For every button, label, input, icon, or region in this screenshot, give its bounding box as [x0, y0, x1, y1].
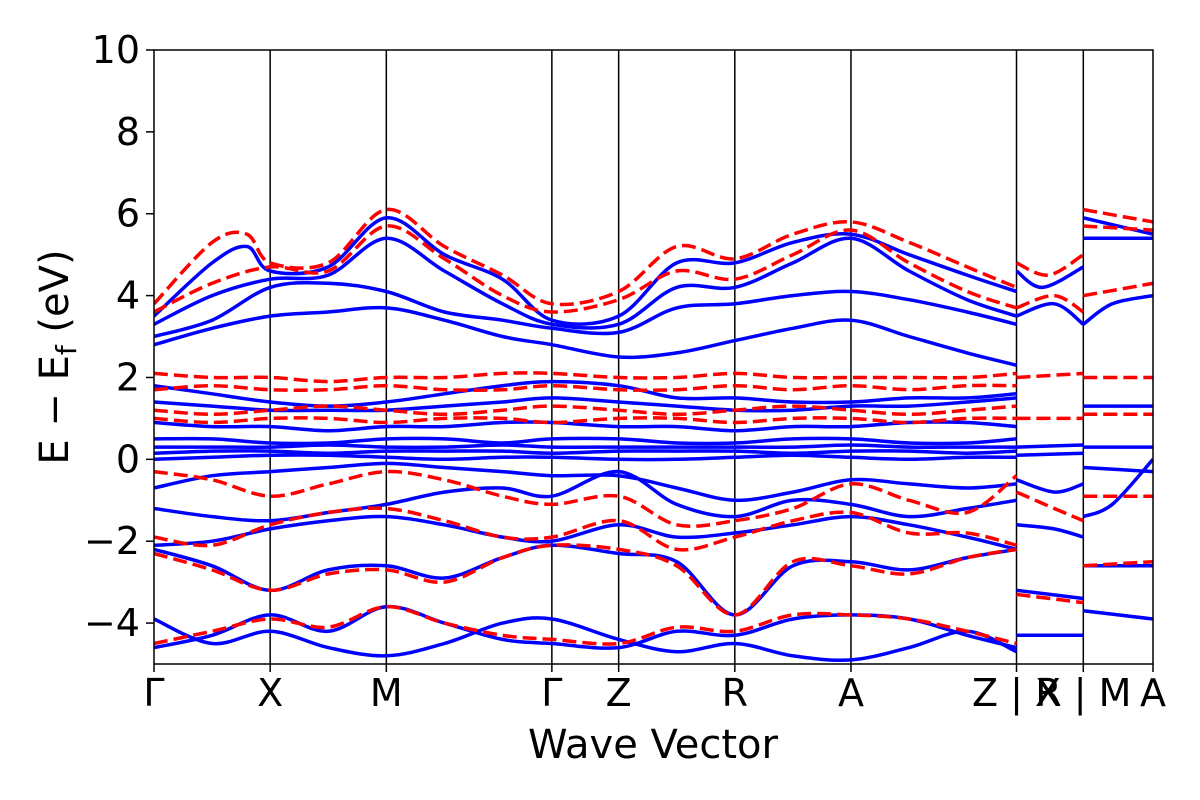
band-lines	[154, 207, 1153, 662]
band-line	[1015, 302, 1085, 326]
band-line	[154, 506, 1017, 552]
band-line	[154, 543, 1017, 617]
x-tick-label: A	[838, 671, 864, 715]
band-line	[154, 379, 1017, 408]
band-line	[154, 469, 1018, 529]
band-line	[154, 280, 1017, 339]
series-solid	[154, 216, 1153, 662]
band-line	[1082, 207, 1153, 224]
x-tick-label: Z	[606, 671, 632, 715]
y-tick-label: 0	[116, 437, 140, 481]
band-line	[1083, 281, 1153, 298]
x-tick-label: R	[722, 671, 748, 715]
band-line	[154, 236, 1018, 330]
y-axis-label-unit: (eV)	[32, 249, 78, 345]
band-line	[154, 461, 1017, 503]
band-line	[1083, 224, 1153, 232]
band-line	[1016, 523, 1084, 539]
band-line	[1082, 458, 1153, 519]
band-line	[154, 305, 1017, 367]
band-line	[154, 443, 1017, 450]
band-line	[1016, 371, 1084, 380]
x-tick-label: Γ	[143, 671, 164, 715]
y-axis-label-sub: f	[50, 344, 83, 355]
y-tick-label: 10	[92, 28, 140, 72]
band-line	[154, 543, 1017, 617]
band-line	[154, 449, 1017, 455]
band-line	[1015, 253, 1085, 277]
band-line	[1082, 293, 1153, 326]
band-line	[154, 416, 1017, 425]
band-line	[1083, 609, 1153, 621]
high-symmetry-lines	[269, 50, 1085, 664]
band-line	[154, 404, 1017, 417]
x-tick-label: Γ	[541, 671, 562, 715]
band-line	[154, 420, 1017, 433]
band-line	[154, 224, 1018, 314]
band-line	[154, 383, 1017, 392]
y-tick-label: 4	[116, 274, 140, 318]
y-tick-label: −4	[84, 601, 140, 645]
y-axis-ticks: −4 −2 0 2 4 6 8 10	[84, 28, 154, 645]
band-line	[1083, 465, 1153, 474]
band-line	[1015, 478, 1084, 494]
y-tick-label: 2	[116, 355, 140, 399]
plot-frame	[153, 49, 1154, 665]
band-line	[154, 514, 1017, 552]
band-line	[154, 371, 1017, 384]
x-tick-label: X	[257, 671, 283, 715]
y-axis-label: E − Ef (eV)	[32, 249, 83, 464]
y-tick-label: 8	[116, 110, 140, 154]
band-line	[154, 396, 1017, 413]
x-tick-label: Z | X	[972, 671, 1061, 716]
band-line	[154, 216, 1018, 326]
band-line	[1016, 443, 1084, 449]
band-line	[1082, 216, 1153, 236]
band-line	[1015, 293, 1085, 314]
band-line	[1083, 559, 1153, 568]
series-dashed	[154, 207, 1153, 646]
band-line	[1015, 265, 1085, 290]
band-line	[1015, 490, 1084, 523]
band-line	[154, 436, 1017, 446]
y-axis-label-main: E − E	[32, 355, 78, 465]
band-line	[1016, 592, 1084, 605]
x-axis-label: Wave Vector	[528, 722, 779, 768]
y-tick-label: −2	[84, 519, 140, 563]
band-line	[1016, 451, 1084, 457]
x-tick-label: R | M	[1035, 671, 1131, 716]
x-tick-label: A	[1140, 671, 1166, 715]
band-line	[154, 207, 1018, 307]
band-line	[154, 453, 1017, 462]
x-tick-label: M	[370, 671, 403, 715]
y-tick-label: 6	[116, 192, 140, 236]
band-line	[154, 604, 1017, 646]
band-line	[154, 616, 1018, 662]
band-line	[1016, 588, 1084, 601]
